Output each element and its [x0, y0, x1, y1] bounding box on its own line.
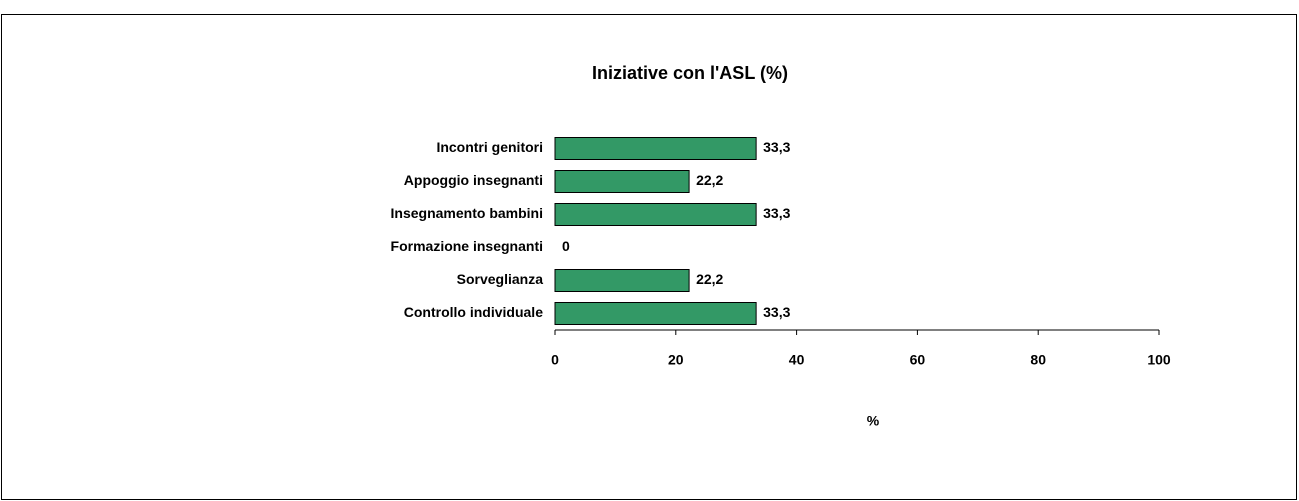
x-tick-label: 20: [668, 352, 684, 368]
y-tick-label: Formazione insegnanti: [391, 238, 543, 254]
chart-title: Iniziative con l'ASL (%): [592, 63, 788, 83]
y-tick-label: Incontri genitori: [436, 139, 543, 155]
value-label: 33,3: [763, 139, 790, 155]
x-tick-label: 100: [1147, 352, 1171, 368]
value-label: 0: [562, 238, 570, 254]
y-tick-label: Controllo individuale: [404, 304, 543, 320]
x-axis-label: %: [867, 413, 880, 429]
bar: [554, 269, 690, 292]
y-tick-label: Sorveglianza: [457, 271, 544, 287]
value-label: 33,3: [763, 304, 790, 320]
chart-frame: [1, 14, 1297, 500]
x-tick-label: 80: [1030, 352, 1046, 368]
bar: [554, 203, 757, 226]
y-tick-label: Appoggio insegnanti: [404, 172, 543, 188]
x-tick-label: 0: [551, 352, 559, 368]
bar: [554, 137, 757, 160]
bar: [554, 302, 757, 325]
value-label: 33,3: [763, 205, 790, 221]
x-tick-label: 40: [789, 352, 805, 368]
y-tick-label: Insegnamento bambini: [391, 205, 543, 221]
value-label: 22,2: [696, 271, 723, 287]
value-label: 22,2: [696, 172, 723, 188]
x-tick-label: 60: [910, 352, 926, 368]
bar: [554, 170, 690, 193]
